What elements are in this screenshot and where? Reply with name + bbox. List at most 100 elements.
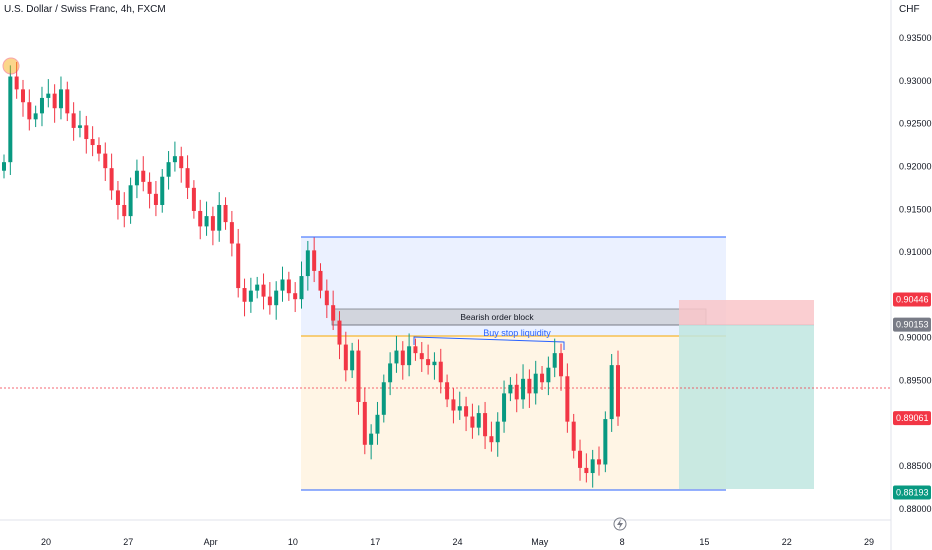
candle-body [381,382,386,415]
swing-high-marker [2,57,20,75]
candle-body [280,279,285,291]
candle-body [565,376,570,422]
candle-body [508,384,513,394]
candle-body [46,93,51,98]
candle-body [172,156,177,163]
candle-body [14,76,19,90]
price-tag-label: 0.90446 [896,295,929,305]
candle-body [584,467,589,474]
price-tag[interactable] [893,292,931,307]
y-tick-label: 0.92000 [899,161,932,171]
candle-body [115,190,120,205]
buy-stop-liquidity-line [413,336,565,350]
candle-body [160,176,165,205]
y-tick-label: 0.93500 [899,33,932,43]
candle-body [210,216,215,231]
candle-body [546,367,551,383]
candle-body [261,284,266,297]
candle-body [90,139,95,146]
candle-body [65,89,70,114]
candle-body [331,305,336,321]
candle-body [128,185,133,217]
candle-body [616,365,620,417]
y-tick-label: 0.93000 [899,76,932,86]
candle-body [2,162,6,171]
buy-stop-liquidity-label: Buy stop liquidity [483,328,551,338]
discount-zone [301,336,726,490]
candle-body [109,168,114,191]
price-tag[interactable] [893,485,931,500]
candle-body [191,187,196,211]
candle-body [407,346,412,366]
candle-body [217,204,222,231]
candle-body [609,365,614,420]
candle-body [362,401,367,445]
candle-body [33,113,38,120]
lightning-icon[interactable] [613,517,627,531]
price-tag[interactable] [893,317,931,332]
candle-body [305,250,310,277]
candle-body [122,204,127,217]
candle-body [274,290,279,306]
candle-body [400,350,405,366]
candle-body [39,97,44,114]
candle-body [489,436,494,443]
candle-body [457,406,462,411]
chart-title: U.S. Dollar / Swiss Franc, 4h, FXCM [4,4,166,15]
candle-body [413,346,418,354]
price-tag-label: 0.89061 [896,413,929,423]
y-tick-label: 0.91000 [899,247,932,257]
candle-body [369,433,374,445]
candle-body [147,181,152,194]
candle-body [533,373,538,394]
candle-body [248,290,253,302]
y-tick-label: 0.89500 [899,376,932,386]
candle-body [185,168,190,188]
candle-body [77,125,82,128]
candle-body [578,450,583,468]
candle-body [356,350,361,402]
y-tick-label: 0.88000 [899,504,932,514]
candle-body [590,459,595,474]
candle-body [603,419,608,465]
candle-body [58,89,63,109]
candle-body [388,363,393,383]
x-tick-label: 10 [288,537,298,547]
candle-body [495,421,500,443]
candle-body [419,353,424,360]
candle-body [179,156,184,169]
stop-loss-zone[interactable] [679,300,814,325]
candle-body [299,276,304,300]
candle-body [198,210,203,227]
candle-body [476,413,481,428]
y-tick-label: 0.92500 [899,119,932,129]
candle-body [502,393,507,422]
candle-body [483,413,488,437]
candle-body [559,353,564,377]
candle-body [470,416,475,428]
candle-body [521,378,526,400]
x-tick-label: 29 [864,537,874,547]
candle-body [255,284,260,291]
candle-body [96,145,101,154]
candle-body [432,361,437,366]
candle-body [394,350,399,364]
candle-body [540,373,545,383]
candle-body [242,288,247,302]
price-tag[interactable] [893,411,931,426]
x-tick-label: 24 [452,537,462,547]
candle-body [343,344,348,371]
candle-body [318,270,323,291]
candle-body [426,359,431,366]
candle-body [204,216,209,227]
candle-series [2,61,620,488]
candle-body [552,353,557,368]
x-tick-label: 20 [41,537,51,547]
candle-body [324,290,329,306]
x-tick-label: 17 [370,537,380,547]
candle-body [337,320,342,345]
candle-body [84,125,89,140]
x-tick-label: 22 [782,537,792,547]
take-profit-zone[interactable] [679,325,814,489]
